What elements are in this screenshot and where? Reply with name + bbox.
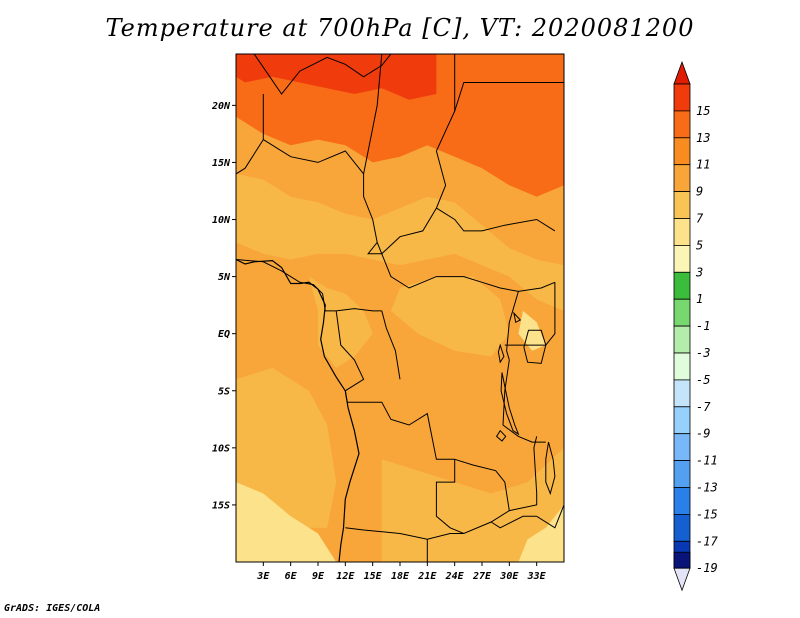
country-border	[263, 139, 364, 175]
colorbar-label: -13	[696, 481, 718, 495]
country-border	[506, 291, 519, 361]
lon-tick-label: 24E	[445, 571, 465, 582]
colorbar-swatch	[673, 218, 691, 246]
colorbar-swatch	[673, 460, 691, 488]
lat-tick-label: 20N	[211, 101, 231, 112]
lon-tick-label: 30E	[499, 571, 519, 582]
colorbar-label: -15	[696, 507, 718, 521]
chart-title: Temperature at 700hPa [C], VT: 202008120…	[105, 14, 695, 42]
region-sahara-13-15	[236, 54, 437, 100]
colorbar-label: 11	[696, 158, 710, 172]
lake-outline	[523, 329, 547, 364]
colorbar-label: -9	[696, 427, 710, 441]
colorbar-swatch	[673, 514, 691, 542]
colorbar-swatch	[673, 379, 691, 408]
lat-tick-label: 10N	[212, 215, 231, 226]
region-cameroon-7-9	[308, 276, 373, 368]
colorbar-swatch	[673, 433, 691, 462]
colorbar-swatch	[673, 191, 691, 219]
lon-tick-label: 3E	[256, 571, 270, 582]
country-border	[545, 282, 556, 346]
country-border	[376, 242, 556, 292]
colorbar-swatch	[673, 271, 691, 300]
colorbar-label: -1	[696, 319, 710, 333]
lake-outline	[495, 429, 507, 442]
colorbar-bottom-cap	[673, 567, 691, 592]
colorbar-label: -11	[696, 454, 718, 468]
region-drc-north-7-9	[390, 276, 510, 357]
colorbar-swatch	[673, 137, 691, 166]
region-southwest-5-7	[236, 482, 337, 562]
colorbar-bottom-block	[673, 551, 691, 569]
region-southeast-5-7	[518, 504, 564, 562]
colorbar-swatch	[673, 325, 691, 354]
region-sahara-11-13	[236, 54, 564, 197]
colorbar-label: -7	[696, 400, 711, 414]
colorbar-label: 13	[696, 131, 710, 145]
country-border	[381, 310, 401, 380]
region-sahel-7-9	[236, 173, 564, 311]
lat-tick-label: 10S	[212, 443, 230, 454]
lon-tick-label: 12E	[336, 571, 355, 582]
lon-tick-label: 27E	[472, 571, 492, 582]
region-south-7-9	[381, 447, 564, 562]
lat-tick-label: 5N	[218, 272, 231, 283]
coastline	[236, 258, 360, 562]
colorbar-swatch	[673, 164, 691, 192]
colorbar-top-cap	[673, 60, 691, 85]
lake-outline	[513, 311, 522, 324]
country-border	[435, 459, 510, 535]
lat-tick-label: EQ	[218, 329, 230, 340]
country-border	[436, 207, 556, 232]
lon-tick-label: 21E	[417, 571, 437, 582]
colorbar-swatch	[673, 244, 691, 273]
lake-outline	[497, 343, 505, 364]
lon-tick-label: 33E	[527, 571, 547, 582]
country-border	[502, 359, 546, 443]
colorbar-swatch	[673, 352, 691, 381]
colorbar-label: 5	[696, 238, 703, 252]
colorbar-label: 9	[696, 185, 703, 199]
lat-tick-label: 5S	[218, 386, 230, 397]
colorbar-label: -17	[696, 534, 718, 548]
colorbar-swatch	[673, 406, 691, 435]
map-field	[236, 54, 564, 562]
country-border	[536, 504, 564, 529]
country-border	[490, 515, 537, 529]
colorbar-swatch	[673, 83, 691, 112]
lon-tick-label: 9E	[312, 571, 325, 582]
colorbar-label: 1	[696, 292, 703, 306]
colorbar-label: 3	[695, 265, 703, 279]
lon-tick-label: 15E	[364, 571, 383, 582]
lake-outline	[500, 372, 520, 436]
country-border	[236, 259, 382, 312]
country-border	[345, 527, 464, 540]
colorbar-swatch	[673, 298, 691, 327]
colorbar-swatch	[673, 487, 691, 515]
lat-tick-label: 15N	[212, 158, 231, 169]
colorbar-label: 15	[696, 104, 710, 118]
country-border	[236, 94, 264, 175]
colorbar-label: -19	[696, 561, 718, 575]
colorbar-label: 7	[696, 212, 704, 226]
colorbar-label: -5	[696, 373, 710, 387]
country-border	[347, 401, 455, 460]
region-coast-7-9	[236, 367, 337, 528]
country-border	[454, 436, 538, 512]
lake-outline	[545, 441, 556, 496]
country-border	[253, 54, 392, 95]
colorbar-label: -3	[696, 346, 710, 360]
country-border	[454, 82, 564, 112]
lon-tick-label: 18E	[391, 571, 410, 582]
lon-tick-label: 6E	[285, 571, 298, 582]
colorbar-swatch	[673, 110, 691, 139]
lat-tick-label: 15S	[212, 500, 230, 511]
grads-credit: GrADS: IGES/COLA	[4, 603, 101, 614]
